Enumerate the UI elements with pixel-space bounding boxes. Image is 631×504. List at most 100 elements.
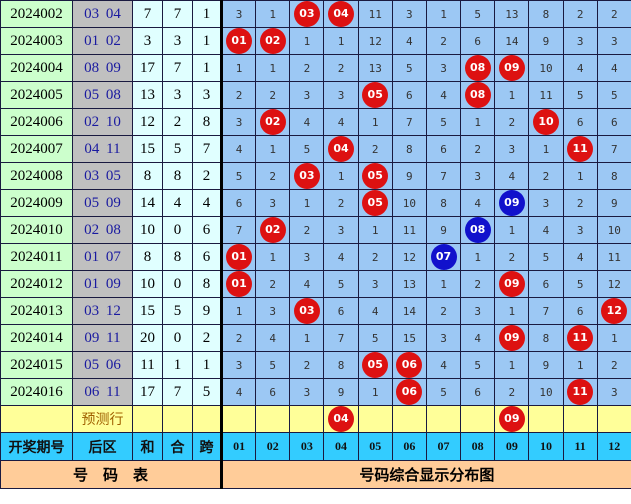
back-zone-cell: 04 11	[72, 135, 133, 163]
grid-cell-02: 1	[255, 54, 291, 82]
grid-cell-03: 1	[289, 189, 325, 217]
grid-cell-03: 2	[289, 351, 325, 379]
grid-cell-08: 08	[460, 81, 496, 109]
red-ball-marker: 02	[259, 109, 286, 135]
grid-cell-10: 9	[528, 27, 564, 55]
grid-cell-07: 2	[425, 297, 462, 325]
grid-cell-12: 9	[596, 189, 631, 217]
grid-cell-11: 6	[562, 108, 598, 136]
grid-cell-12: 12	[596, 297, 631, 325]
he-cell: 3	[162, 27, 193, 55]
back-zone-cell: 03 05	[72, 162, 133, 190]
grid-cell-12: 7	[596, 135, 631, 163]
grid-cell-10: 10	[528, 108, 564, 136]
grid-cell-11: 4	[562, 54, 598, 82]
grid-cell-04: 04	[323, 0, 359, 28]
grid-cell-12: 8	[596, 162, 631, 190]
grid-cell-08: 2	[460, 270, 496, 298]
table-row: 2024015 05 06 11 1 1 3 5 2 8 05 06 4 5 1 9 1 2	[0, 351, 631, 379]
grid-cell-12: 3	[596, 378, 631, 406]
back-zone-cell: 01 09	[72, 270, 133, 298]
grid-cell-06: 8	[391, 135, 427, 163]
empty-cell	[0, 405, 73, 433]
grid-cell-10: 10	[528, 54, 564, 82]
header-number-09: 09	[494, 432, 530, 461]
grid-cell-11: 5	[562, 81, 598, 109]
back-zone-cell: 03 12	[72, 297, 133, 325]
grid-cell-03: 03	[289, 162, 325, 190]
grid-cell-05: 5	[357, 324, 393, 352]
grid-cell-04: 4	[323, 108, 359, 136]
period-cell: 2024002	[0, 0, 73, 28]
table-row: 2024002 03 04 7 7 1 3 1 03 04 11 3 1 5 13 8 2 2	[0, 0, 631, 28]
table-row: 2024009 05 09 14 4 4 6 3 1 2 05 10 8 4 09 3 2 9	[0, 189, 631, 217]
kua-cell: 6	[192, 216, 222, 244]
grid-cell-01: 4	[219, 135, 257, 163]
grid-cell-05: 4	[357, 297, 393, 325]
red-ball-marker: 05	[362, 163, 389, 189]
sum-cell: 8	[132, 162, 163, 190]
empty-cell	[132, 405, 163, 433]
grid-cell-04: 2	[323, 189, 359, 217]
grid-cell-09: 1	[494, 216, 530, 244]
grid-cell-03: 4	[289, 270, 325, 298]
back-zone-cell: 01 02	[72, 27, 133, 55]
grid-cell-01: 3	[219, 351, 257, 379]
grid-cell-01: 1	[219, 297, 257, 325]
grid-cell-05: 3	[357, 270, 393, 298]
grid-cell-09: 2	[494, 108, 530, 136]
header-kua: 跨	[192, 432, 222, 461]
red-ball-marker: 09	[498, 325, 525, 351]
table-row: 2024013 03 12 15 5 9 1 3 03 6 4 14 2 3 1 7 6 12	[0, 297, 631, 325]
red-ball-marker: 09	[498, 406, 525, 432]
grid-cell-11: 3	[562, 27, 598, 55]
grid-cell-11	[562, 405, 598, 433]
grid-cell-02: 2	[255, 270, 291, 298]
grid-cell-01: 4	[219, 378, 257, 406]
table-row: 2024011 01 07 8 8 6 01 1 3 4 2 12 07 1 2 5 4 11	[0, 243, 631, 271]
he-cell: 2	[162, 108, 193, 136]
grid-cell-06: 11	[391, 216, 427, 244]
period-cell: 2024011	[0, 243, 73, 271]
period-cell: 2024003	[0, 27, 73, 55]
prediction-label: 预测行	[72, 405, 133, 433]
header-number-07: 07	[425, 432, 462, 461]
sum-cell: 15	[132, 297, 163, 325]
period-cell: 2024006	[0, 108, 73, 136]
header-number-05: 05	[357, 432, 393, 461]
back-zone-cell: 05 08	[72, 81, 133, 109]
grid-cell-07: 1	[425, 270, 462, 298]
header-number-08: 08	[460, 432, 496, 461]
period-cell: 2024010	[0, 216, 73, 244]
grid-cell-06: 3	[391, 0, 427, 28]
he-cell: 7	[162, 0, 193, 28]
header-sum: 和	[132, 432, 163, 461]
grid-cell-01: 1	[219, 54, 257, 82]
grid-cell-07: 5	[425, 108, 462, 136]
grid-cell-04: 1	[323, 162, 359, 190]
blue-ball-marker: 08	[464, 217, 491, 243]
grid-cell-08	[460, 405, 496, 433]
grid-cell-04: 8	[323, 351, 359, 379]
footer-right-title: 号码综合显示分布图	[220, 460, 631, 489]
footer-row: 号 码 表号码综合显示分布图	[0, 460, 631, 489]
grid-cell-01: 01	[219, 243, 257, 271]
grid-cell-07: 5	[425, 378, 462, 406]
red-ball-marker: 01	[226, 244, 253, 270]
red-ball-marker: 02	[259, 28, 286, 54]
period-cell: 2024008	[0, 162, 73, 190]
grid-cell-04: 04	[323, 135, 359, 163]
grid-cell-07: 4	[425, 81, 462, 109]
grid-cell-06: 6	[391, 81, 427, 109]
he-cell: 0	[162, 324, 193, 352]
red-ball-marker: 06	[396, 352, 423, 378]
grid-cell-10: 1	[528, 135, 564, 163]
grid-cell-10: 9	[528, 351, 564, 379]
back-zone-cell: 05 09	[72, 189, 133, 217]
grid-cell-06: 15	[391, 324, 427, 352]
grid-cell-05	[357, 405, 393, 433]
header-period: 开奖期号	[0, 432, 73, 461]
grid-cell-03: 5	[289, 135, 325, 163]
sum-cell: 12	[132, 108, 163, 136]
back-zone-cell: 02 10	[72, 108, 133, 136]
